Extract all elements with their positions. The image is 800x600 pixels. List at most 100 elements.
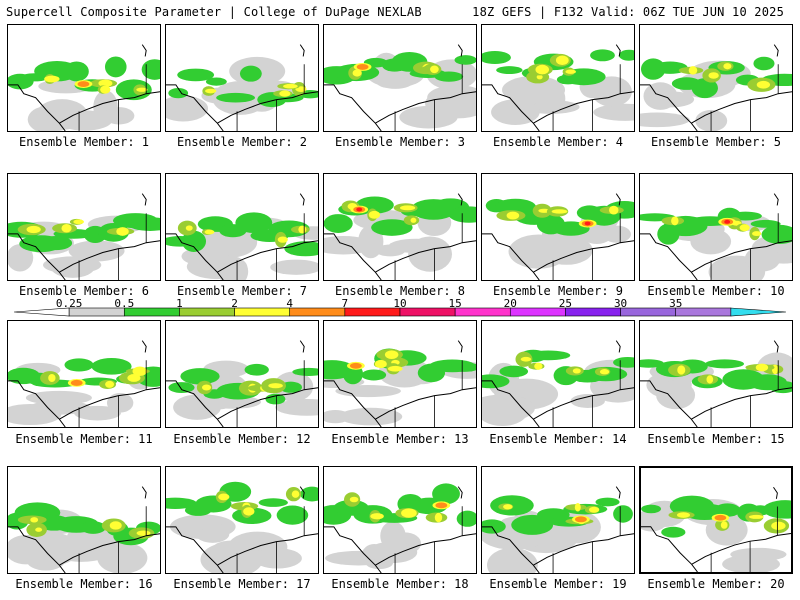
- colorbar-segment: [344, 307, 401, 317]
- coastline-border: [640, 84, 792, 131]
- ensemble-panel-7: [165, 173, 319, 281]
- colorbar-segment: [509, 307, 566, 317]
- scp-contour-yellow: [100, 85, 111, 94]
- scp-map: [640, 44, 792, 131]
- colorbar-segment: [620, 307, 677, 317]
- colorbar-tick-label: 4: [286, 297, 294, 310]
- coastline-border: [8, 380, 160, 427]
- lake-outline: [615, 44, 621, 57]
- scp-contour-green: [769, 381, 792, 394]
- ensemble-panel-2: [165, 24, 319, 132]
- scp-contour-yellow: [370, 513, 384, 520]
- colorbar-segment: [454, 307, 511, 317]
- color-scale-bar: [13, 307, 787, 317]
- ensemble-member-label: Ensemble Member: 16: [15, 577, 153, 591]
- coastline-border: [324, 233, 476, 280]
- scp-contour-green: [64, 358, 94, 372]
- scp-contour-yellow: [572, 368, 581, 374]
- scp-contour-yellow: [506, 211, 520, 220]
- scp-contour-green: [595, 497, 620, 507]
- scp-contour-green: [91, 358, 132, 375]
- colorbar-tick-label: 2: [231, 297, 238, 310]
- lake-outline: [141, 193, 147, 206]
- scp-contour-yellow: [434, 512, 443, 523]
- state-lines: [236, 64, 305, 131]
- scp-contour-yellow: [132, 366, 148, 377]
- ensemble-member-label: Ensemble Member: 15: [647, 432, 785, 446]
- lake-outline: [457, 486, 463, 499]
- colorbar-tick-label: 20: [503, 297, 517, 310]
- scp-contour-yellow: [676, 512, 691, 518]
- coastline-border: [324, 380, 476, 427]
- colorbar-tick-label: 15: [448, 297, 462, 310]
- scp-contour-green: [235, 212, 273, 234]
- scp-contour-gray: [214, 540, 258, 553]
- scp-contour-yellow: [204, 229, 215, 235]
- state-lines: [710, 360, 779, 427]
- lake-outline: [457, 340, 463, 353]
- lake-outline: [773, 486, 778, 499]
- ensemble-panel-11: [7, 320, 161, 428]
- coastline-border: [482, 233, 634, 280]
- scp-contour-green: [205, 77, 227, 86]
- scp-contour-gray: [388, 238, 445, 254]
- scp-contour-gray: [482, 394, 535, 422]
- scp-contour-green: [714, 503, 741, 517]
- scp-contour-green: [511, 514, 554, 535]
- scp-contour-yellow: [551, 209, 568, 214]
- scp-map: [166, 340, 318, 427]
- scp-contour-green: [180, 368, 220, 385]
- scp-contour-yellow: [374, 359, 387, 369]
- scp-contour-green: [168, 382, 195, 393]
- scp-contour-yellow: [609, 205, 619, 215]
- scp-contour-yellow: [98, 79, 113, 88]
- ensemble-panel-12: [165, 320, 319, 428]
- scp-contour-gray: [8, 403, 62, 426]
- scp-map: [8, 486, 160, 573]
- ensemble-member-label: Ensemble Member: 6: [18, 284, 150, 298]
- scp-contour-yellow: [520, 356, 532, 362]
- scp-contour-yellow: [688, 66, 698, 75]
- scp-contour-gray: [591, 76, 632, 107]
- lake-outline: [299, 486, 305, 499]
- scp-contour-orange: [574, 516, 587, 523]
- scp-contour-green: [39, 235, 73, 251]
- scp-contour-yellow: [136, 87, 148, 92]
- scp-contour-gray: [8, 244, 34, 272]
- scp-contour-green: [284, 241, 318, 257]
- scp-contour-yellow: [706, 375, 714, 384]
- scp-contour-gray: [367, 541, 418, 564]
- scp-contour-green: [456, 510, 476, 527]
- coastline-border: [8, 233, 160, 280]
- scp-contour-yellow: [35, 527, 43, 532]
- coastline-border: [640, 380, 792, 427]
- state-lines: [552, 506, 621, 573]
- scp-contour-gray: [730, 547, 787, 562]
- ensemble-member-label: Ensemble Member: 5: [650, 135, 782, 149]
- scp-contour-gray: [540, 235, 593, 265]
- map-title: Supercell Composite Parameter | College …: [6, 5, 422, 19]
- scp-map: [324, 483, 476, 573]
- colorbar-tick-label: 7: [341, 297, 349, 310]
- scp-contour-gray: [166, 95, 209, 122]
- scp-contour-green: [127, 217, 160, 231]
- colorbar-tick-label: 30: [613, 297, 628, 310]
- scp-contour-yellow: [565, 69, 577, 74]
- scp-contour-gray: [36, 99, 88, 130]
- lake-outline: [615, 486, 621, 499]
- ensemble-panel-18: [323, 466, 477, 574]
- lake-outline: [299, 44, 305, 57]
- scp-contour-yellow: [387, 365, 403, 372]
- scp-contour-gray: [103, 107, 135, 125]
- lake-outline: [615, 340, 621, 353]
- scp-contour-yellow: [205, 88, 217, 94]
- scp-contour-green: [177, 68, 215, 82]
- ensemble-panel-17: [165, 466, 319, 574]
- lake-outline: [141, 340, 147, 353]
- scp-contour-yellow: [243, 507, 255, 516]
- state-lines: [710, 64, 779, 131]
- run-valid-time: 18Z GEFS | F132 Valid: 06Z TUE JUN 10 20…: [472, 5, 784, 19]
- ensemble-panel-1: [7, 24, 161, 132]
- ensemble-member-label: Ensemble Member: 7: [176, 284, 308, 298]
- scp-contour-yellow: [73, 219, 84, 225]
